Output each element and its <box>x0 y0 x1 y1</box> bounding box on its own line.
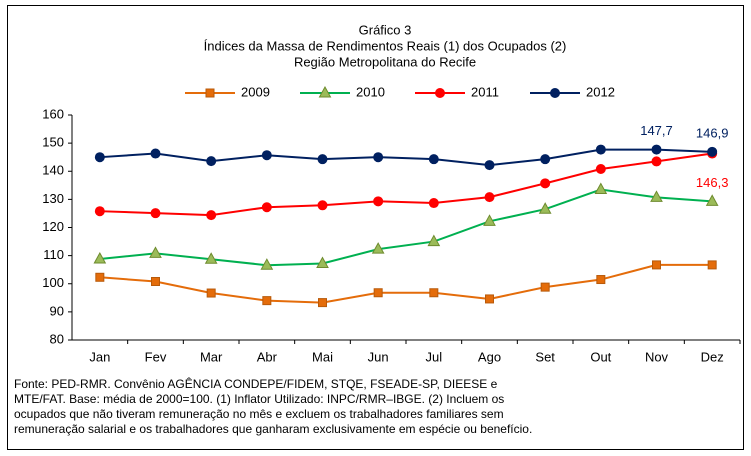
point <box>650 190 663 202</box>
legend-marker <box>205 88 215 98</box>
point <box>595 164 606 174</box>
y-tick-label: 140 <box>42 163 64 178</box>
point <box>485 294 494 304</box>
legend-label: 2009 <box>241 84 270 99</box>
point <box>317 154 328 165</box>
point <box>652 260 661 270</box>
point <box>594 182 608 195</box>
series-line <box>99 188 713 267</box>
note: Fonte: PED-RMR. Convênio AGÊNCIA CONDEPE… <box>14 376 498 391</box>
y-tick-label: 90 <box>50 303 64 318</box>
point <box>484 160 495 171</box>
y-tick-label: 130 <box>42 191 64 206</box>
point <box>707 260 717 270</box>
point <box>429 288 439 298</box>
x-tick-label: Set <box>535 349 555 364</box>
note: remuneração salarial e os trabalhadores … <box>14 422 532 436</box>
x-tick-label: Mai <box>312 349 333 364</box>
x-tick-label: Dez <box>701 349 724 364</box>
point <box>540 282 550 292</box>
data-label: 147,7 <box>640 123 673 138</box>
point <box>149 246 162 258</box>
x-tick-label: Abr <box>257 349 278 364</box>
series-line <box>99 263 713 304</box>
y-tick-label: 100 <box>42 275 64 290</box>
point <box>206 288 216 298</box>
point <box>95 272 105 282</box>
x-tick-label: Nov <box>645 349 669 364</box>
point <box>707 146 718 157</box>
y-tick-label: 80 <box>50 331 64 346</box>
point <box>206 210 217 221</box>
legend-marker <box>435 88 445 98</box>
point <box>540 154 551 165</box>
point <box>260 258 274 270</box>
point <box>94 206 105 217</box>
point <box>373 288 383 298</box>
point <box>150 148 161 159</box>
data-label: 146,3 <box>696 175 729 190</box>
point <box>427 234 441 247</box>
x-tick-label: Jan <box>89 349 110 364</box>
point <box>428 198 439 209</box>
point <box>204 252 218 264</box>
legend-label: 2011 <box>471 84 499 99</box>
point <box>262 296 272 306</box>
x-tick-label: Jul <box>426 349 443 364</box>
legend-label: 2010 <box>356 84 385 99</box>
x-tick-label: Jun <box>368 349 389 364</box>
x-tick-label: Fev <box>145 349 167 364</box>
data-label: 146,9 <box>696 125 729 140</box>
point <box>373 152 384 163</box>
legend-marker <box>550 88 560 98</box>
point <box>317 200 328 211</box>
x-tick-label: Mar <box>200 349 223 364</box>
x-tick-label: Ago <box>478 349 501 364</box>
chart-border <box>7 5 744 450</box>
y-tick-label: 160 <box>42 106 64 121</box>
point <box>261 150 272 161</box>
chart-title: Índices da Massa de Rendimentos Reais (1… <box>204 38 567 53</box>
chart-title: Gráfico 3 <box>359 22 412 37</box>
point <box>538 202 552 214</box>
point <box>373 196 384 207</box>
point <box>261 202 272 213</box>
legend-marker <box>318 85 332 98</box>
point <box>651 144 662 155</box>
legend-label: 2012 <box>586 84 615 99</box>
point <box>371 242 385 254</box>
series-line <box>99 152 713 217</box>
point <box>595 144 606 155</box>
point <box>484 192 495 203</box>
point <box>428 154 439 165</box>
note: ocupados que não tiveram remuneração no … <box>14 407 504 421</box>
point <box>206 156 217 167</box>
x-tick-label: Out <box>590 349 611 364</box>
point <box>705 194 719 206</box>
y-tick-label: 150 <box>42 135 64 150</box>
point <box>150 208 161 219</box>
point <box>151 277 160 286</box>
point <box>540 178 551 189</box>
point <box>316 256 329 268</box>
point <box>93 251 107 264</box>
point <box>651 156 662 167</box>
note: MTE/FAT. Base: média de 2000=100. (1) In… <box>14 392 504 406</box>
point <box>483 214 496 226</box>
y-tick-label: 120 <box>42 219 64 234</box>
point <box>596 275 606 285</box>
point <box>94 152 105 163</box>
point <box>318 298 327 308</box>
y-tick-label: 110 <box>43 247 64 262</box>
series-line <box>99 148 713 167</box>
chart-title: Região Metropolitana do Recife <box>294 54 476 69</box>
